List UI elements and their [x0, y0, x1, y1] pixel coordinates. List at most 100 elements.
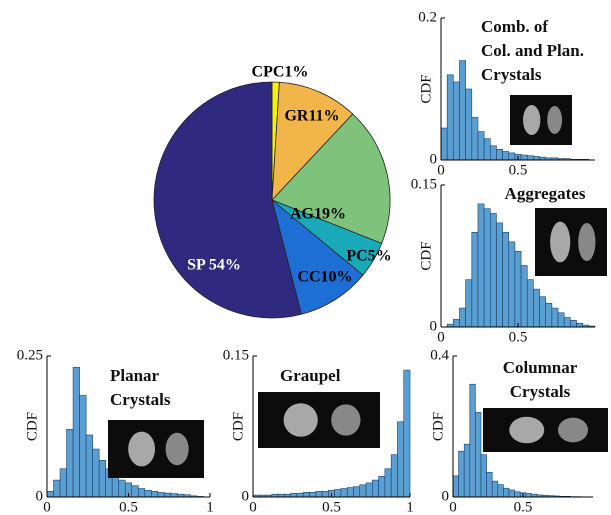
y-axis-label: CDF: [24, 412, 40, 441]
slice-label: PC5%: [346, 248, 391, 265]
hist-bar: [570, 320, 577, 328]
slice-label: CC10%: [297, 269, 352, 286]
image-bg: [535, 208, 607, 276]
x-tick-label: 0: [437, 329, 445, 345]
hist-bar: [525, 493, 532, 498]
hist-bar: [458, 450, 465, 498]
hist-bar: [545, 303, 553, 328]
hist-bar: [390, 454, 398, 498]
image-bg: [483, 408, 608, 452]
hist-bar: [372, 479, 379, 498]
pie-slice: [271, 81, 354, 202]
hist-bar: [533, 156, 540, 161]
hist-bar: [452, 475, 459, 498]
hist-bar: [520, 154, 528, 161]
x-tick-label: 0: [437, 162, 445, 178]
hist-bar: [480, 454, 487, 498]
hist-bar: [72, 366, 80, 498]
hist-bar: [403, 369, 411, 498]
image-bg: [510, 95, 572, 145]
image-blob: [165, 432, 189, 466]
hist-bar: [502, 151, 510, 161]
y-tick-label: 0: [36, 488, 44, 504]
hist-bar: [59, 468, 67, 498]
hist-bar: [508, 241, 516, 328]
hist-bar: [477, 203, 485, 328]
panel-title: Crystals: [110, 390, 171, 409]
hist-bar: [118, 479, 126, 498]
hist-bar: [151, 491, 159, 498]
panel-title: Comb. of: [481, 17, 548, 36]
hist-bar: [302, 491, 310, 498]
hist-bar: [465, 279, 473, 328]
hist-bar: [157, 492, 165, 498]
hist-bar: [378, 476, 386, 498]
image-blob: [550, 221, 571, 263]
hist-bar: [459, 60, 466, 161]
hist-bar: [514, 491, 521, 498]
y-tick-label: 0.2: [418, 9, 437, 25]
hist-bar: [508, 152, 516, 161]
y-tick-label: 0: [242, 488, 250, 504]
hist-bar: [465, 88, 473, 161]
hist-bar: [526, 279, 534, 328]
y-axis-label: CDF: [430, 412, 446, 441]
hist-bar: [365, 482, 373, 498]
slice-label: CPC1%: [252, 64, 309, 81]
hist-bar: [397, 421, 405, 498]
x-tick-label: 0.5: [514, 499, 533, 515]
hist-bar: [551, 307, 559, 328]
hist-bar: [496, 149, 503, 161]
hist-bar: [315, 491, 323, 498]
hist-bar: [557, 312, 565, 328]
hist-bar: [477, 131, 485, 161]
crystal-image: [483, 408, 608, 452]
slice-label: SP 54%: [187, 257, 241, 274]
hist-bar: [346, 487, 354, 498]
image-blob: [128, 431, 156, 467]
x-tick-label: 0: [43, 499, 51, 515]
x-tick-label: 1: [206, 499, 214, 515]
x-tick-label: 0: [449, 499, 457, 515]
hist-bar: [471, 232, 479, 328]
hist-bar: [475, 412, 482, 498]
hist-bar: [85, 434, 93, 498]
hist-bar: [539, 296, 547, 328]
pie-slice: [271, 113, 391, 244]
hist-bar: [576, 322, 583, 328]
hist-bar: [514, 250, 522, 328]
hist-bar: [497, 484, 504, 498]
hist-bar: [489, 145, 497, 161]
hist-bar: [170, 493, 178, 498]
y-tick-label: 0: [430, 151, 438, 167]
hist-bar: [486, 472, 493, 498]
hist-bar: [469, 383, 476, 498]
hist-bar: [453, 319, 460, 328]
hist-bar: [563, 317, 571, 328]
y-tick-label: 0: [442, 488, 450, 504]
hist-bar: [453, 81, 460, 161]
y-tick-label: 0.15: [223, 347, 249, 363]
image-bg: [258, 392, 380, 448]
x-tick-label: 0: [249, 499, 257, 515]
hist-bar: [463, 443, 471, 498]
hist-bar: [353, 486, 361, 498]
image-blob: [283, 403, 318, 437]
crystal-image: [108, 420, 204, 478]
hist-bar: [66, 429, 74, 498]
hist-bar: [92, 448, 100, 498]
hist-bar: [144, 489, 152, 498]
hist-bar: [440, 127, 448, 161]
image-blob: [578, 222, 596, 262]
hist-bar: [489, 213, 497, 328]
hist-bar: [459, 307, 466, 328]
hist-bar: [131, 485, 139, 498]
pie-slice: [271, 198, 364, 315]
hist-bar: [483, 208, 491, 328]
image-bg: [108, 420, 204, 478]
x-tick-label: 1: [406, 499, 414, 515]
panel-title: Crystals: [510, 382, 571, 401]
x-tick-label: 0.5: [509, 329, 528, 345]
hist-bar: [359, 484, 367, 498]
